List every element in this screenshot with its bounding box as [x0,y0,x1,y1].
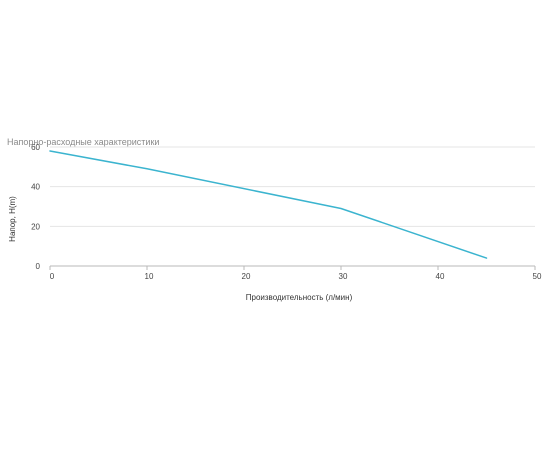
axis-lines [49,265,536,270]
x-tick-labels: 0 10 20 30 40 50 [50,272,542,281]
y-tick-label-20: 20 [31,222,40,231]
y-tick-label-40: 40 [31,183,40,192]
y-tick-labels: 0 20 40 60 [31,143,40,271]
x-tick-label-20: 20 [242,272,251,281]
series-line-0 [49,150,488,259]
x-tick-label-0: 0 [50,272,55,281]
x-tick-label-50: 50 [533,272,542,281]
x-tick-label-10: 10 [145,272,154,281]
chart-title: Напорно-расходные характеристики [7,137,160,147]
y-tick-label-0: 0 [36,262,41,271]
x-tick-label-30: 30 [339,272,348,281]
y-axis-label: Напор, H(m) [8,196,17,242]
x-axis-label: Производительность (л/мин) [246,293,353,302]
y-tick-label-60: 60 [31,143,40,152]
x-tick-label-40: 40 [436,272,445,281]
series-layer [49,150,488,259]
gridlines [50,146,535,227]
